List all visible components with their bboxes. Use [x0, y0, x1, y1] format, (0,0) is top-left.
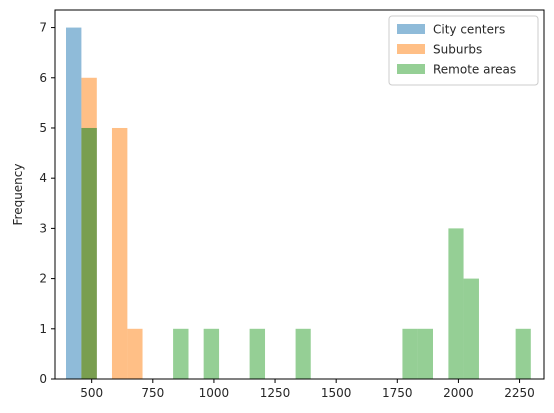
y-axis: 0 1 2 3 4 5 6 7	[39, 21, 55, 386]
y-tick-label-6: 6	[39, 71, 47, 85]
y-tick-label-7: 7	[39, 21, 47, 35]
x-tick-label-6: 2000	[443, 386, 474, 400]
bar-series0-bin0	[66, 27, 82, 379]
legend-label-0: City centers	[433, 23, 505, 37]
legend-box	[388, 15, 539, 86]
y-tick-label-5: 5	[39, 121, 47, 135]
x-tick-label-7: 2250	[504, 386, 535, 400]
y-axis-label: Frequency	[11, 164, 25, 226]
legend-label-2: Remote areas	[433, 63, 516, 77]
x-tick-label-2: 1000	[199, 386, 230, 400]
y-tick-label-1: 1	[39, 322, 47, 336]
bars-layer	[66, 27, 531, 380]
bar-series2-bin9	[515, 328, 531, 379]
bar-series2-bin5	[402, 328, 418, 379]
legend-swatch-1	[397, 44, 425, 54]
bar-series2-bin7	[448, 228, 464, 379]
x-tick-label-4: 1500	[321, 386, 352, 400]
bar-series2-bin1	[173, 328, 189, 379]
bar-series2-bin8	[463, 278, 479, 379]
y-tick-label-2: 2	[39, 272, 47, 286]
plot-frame	[54, 9, 545, 380]
legend: City centers Suburbs Remote areas	[388, 15, 539, 86]
bar-series1-bin1	[111, 127, 128, 380]
bar-series2-bin6	[417, 328, 433, 379]
legend-swatch-0	[397, 24, 425, 34]
x-tick-label-5: 1750	[382, 386, 413, 400]
x-axis: 500 750 1000 1250 1500 1750 2000 2250	[80, 379, 535, 400]
bar-series2-bin4	[295, 328, 311, 379]
y-tick-label-3: 3	[39, 221, 47, 235]
legend-swatch-2	[397, 64, 425, 74]
bar-series2-bin0	[81, 127, 97, 380]
x-tick-label-3: 1250	[260, 386, 291, 400]
legend-label-1: Suburbs	[433, 43, 482, 57]
y-tick-label-0: 0	[39, 372, 47, 386]
bar-series2-bin2	[203, 328, 220, 379]
x-tick-label-1: 750	[141, 386, 164, 400]
x-tick-label-0: 500	[80, 386, 103, 400]
y-tick-label-4: 4	[39, 171, 47, 185]
bar-series1-bin2	[127, 328, 143, 379]
bar-series2-bin3	[249, 328, 266, 379]
